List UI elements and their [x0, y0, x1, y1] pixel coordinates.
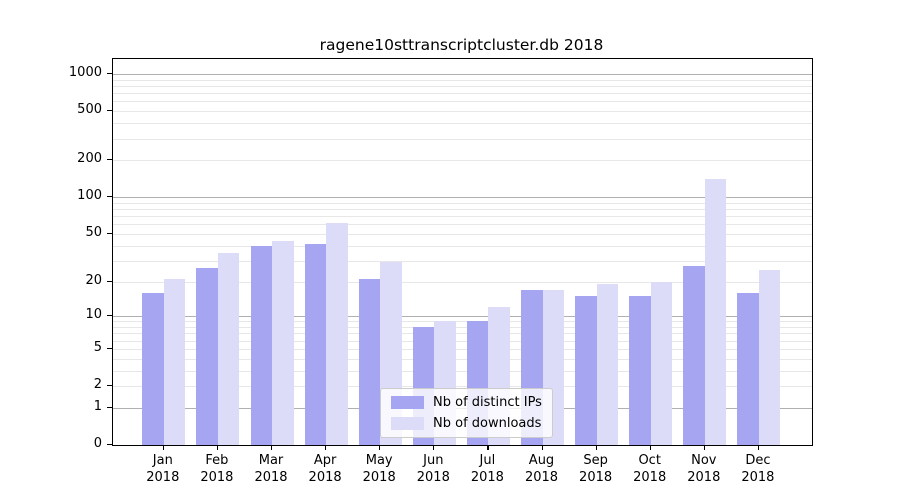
gridline-4: [113, 358, 812, 360]
y-tick-mark-0: [107, 444, 112, 446]
x-tick-mark-aug: [541, 445, 543, 450]
x-tick-mark-apr: [325, 445, 327, 450]
legend-swatch-downloads: [391, 417, 424, 430]
y-tick-label-0: 0: [93, 436, 102, 451]
bar-may-distinct-ips: [358, 279, 381, 445]
bar-nov-distinct-ips: [683, 266, 705, 445]
legend-swatch-distinct-ips: [391, 396, 424, 409]
legend-label-downloads: Nb of downloads: [433, 416, 542, 431]
gridline-40: [113, 245, 812, 247]
bar-sep-distinct-ips: [575, 296, 597, 445]
x-tick-mark-jul: [487, 445, 489, 450]
gridline-800: [113, 86, 812, 87]
gridline-200: [113, 160, 812, 162]
x-tick-label-feb: Feb 2018: [200, 453, 234, 485]
legend-label-distinct-ips: Nb of distinct IPs: [433, 395, 542, 410]
y-tick-label-100: 100: [77, 188, 102, 204]
bar-apr-distinct-ips: [304, 244, 327, 445]
x-tick-mark-mar: [271, 445, 273, 450]
gridline-100: [113, 197, 812, 199]
gridline-7: [113, 333, 812, 335]
x-tick-label-jan: Jan 2018: [146, 453, 180, 485]
y-tick-label-1: 1: [93, 398, 102, 414]
gridline-10: [113, 316, 812, 318]
y-tick-label-20: 20: [85, 272, 102, 288]
gridline-6: [113, 340, 812, 342]
x-tick-label-mar: Mar 2018: [254, 453, 288, 485]
y-tick-label-50: 50: [85, 224, 102, 240]
y-tick-label-200: 200: [77, 151, 102, 167]
gridline-8: [113, 327, 812, 328]
gridline-50: [113, 233, 812, 235]
gridline-1000: [113, 74, 812, 76]
y-tick-label-10: 10: [85, 307, 102, 323]
gridline-300: [113, 138, 812, 140]
x-tick-label-apr: Apr 2018: [308, 453, 342, 485]
y-tick-mark-2: [107, 385, 112, 387]
y-tick-mark-5: [107, 347, 112, 349]
gridline-3: [113, 370, 812, 372]
x-tick-label-dec: Dec 2018: [741, 453, 775, 485]
y-tick-mark-500: [107, 110, 112, 112]
bar-feb-downloads: [217, 252, 240, 445]
gridline-2: [113, 386, 812, 387]
x-tick-mark-feb: [216, 445, 219, 450]
gridline-70: [113, 216, 812, 218]
y-tick-mark-1000: [107, 73, 112, 75]
y-tick-label-2: 2: [93, 377, 102, 392]
x-tick-label-nov: Nov 2018: [687, 453, 721, 485]
x-tick-mark-jan: [162, 445, 164, 450]
y-tick-mark-1: [107, 406, 112, 408]
bar-jan-downloads: [163, 279, 186, 445]
x-tick-mark-oct: [649, 445, 651, 450]
bar-dec-downloads: [758, 270, 781, 445]
x-tick-label-sep: Sep 2018: [579, 453, 613, 485]
y-tick-label-500: 500: [77, 102, 102, 118]
legend: Nb of distinct IPs Nb of downloads: [380, 388, 553, 438]
chart-title: ragene10sttranscriptcluster.db 2018: [319, 36, 604, 54]
gridline-80: [113, 209, 812, 211]
y-tick-mark-200: [107, 159, 112, 161]
gridline-30: [113, 260, 812, 262]
x-tick-label-aug: Aug 2018: [524, 453, 559, 485]
x-tick-mark-nov: [703, 445, 705, 450]
y-tick-mark-20: [107, 280, 112, 282]
x-tick-mark-sep: [595, 445, 597, 450]
y-tick-mark-50: [107, 232, 112, 235]
bar-feb-distinct-ips: [196, 268, 218, 445]
bar-apr-downloads: [326, 222, 348, 445]
bar-oct-downloads: [650, 281, 673, 445]
x-tick-mark-jun: [433, 445, 435, 450]
gridline-500: [113, 111, 812, 113]
x-tick-mark-may: [379, 445, 381, 450]
bar-dec-distinct-ips: [737, 292, 759, 445]
legend-item-distinct-ips: Nb of distinct IPs: [391, 395, 542, 410]
gridline-700: [113, 93, 812, 95]
y-tick-mark-10: [107, 315, 112, 317]
bar-jan-distinct-ips: [142, 292, 164, 445]
legend-item-downloads: Nb of downloads: [391, 416, 542, 431]
gridline-400: [113, 123, 812, 125]
gridline-90: [113, 202, 812, 204]
y-tick-label-1000: 1000: [68, 65, 102, 81]
bar-mar-downloads: [272, 240, 294, 445]
bar-mar-distinct-ips: [250, 245, 272, 445]
bar-nov-downloads: [704, 179, 727, 445]
bar-oct-distinct-ips: [629, 296, 651, 445]
gridline-5: [113, 348, 812, 350]
x-tick-label-jul: Jul 2018: [470, 453, 504, 485]
x-tick-label-may: May 2018: [362, 453, 396, 485]
gridline-600: [113, 101, 812, 103]
bar-sep-downloads: [596, 284, 619, 445]
gridline-20: [113, 281, 812, 283]
gridline-900: [113, 79, 812, 81]
x-tick-label-oct: Oct 2018: [633, 453, 667, 485]
y-tick-label-5: 5: [93, 339, 102, 355]
gridline-9: [113, 321, 812, 323]
gridline-60: [113, 224, 812, 226]
x-tick-label-jun: Jun 2018: [416, 453, 450, 485]
y-tick-mark-100: [107, 196, 112, 198]
x-tick-mark-dec: [757, 445, 760, 450]
